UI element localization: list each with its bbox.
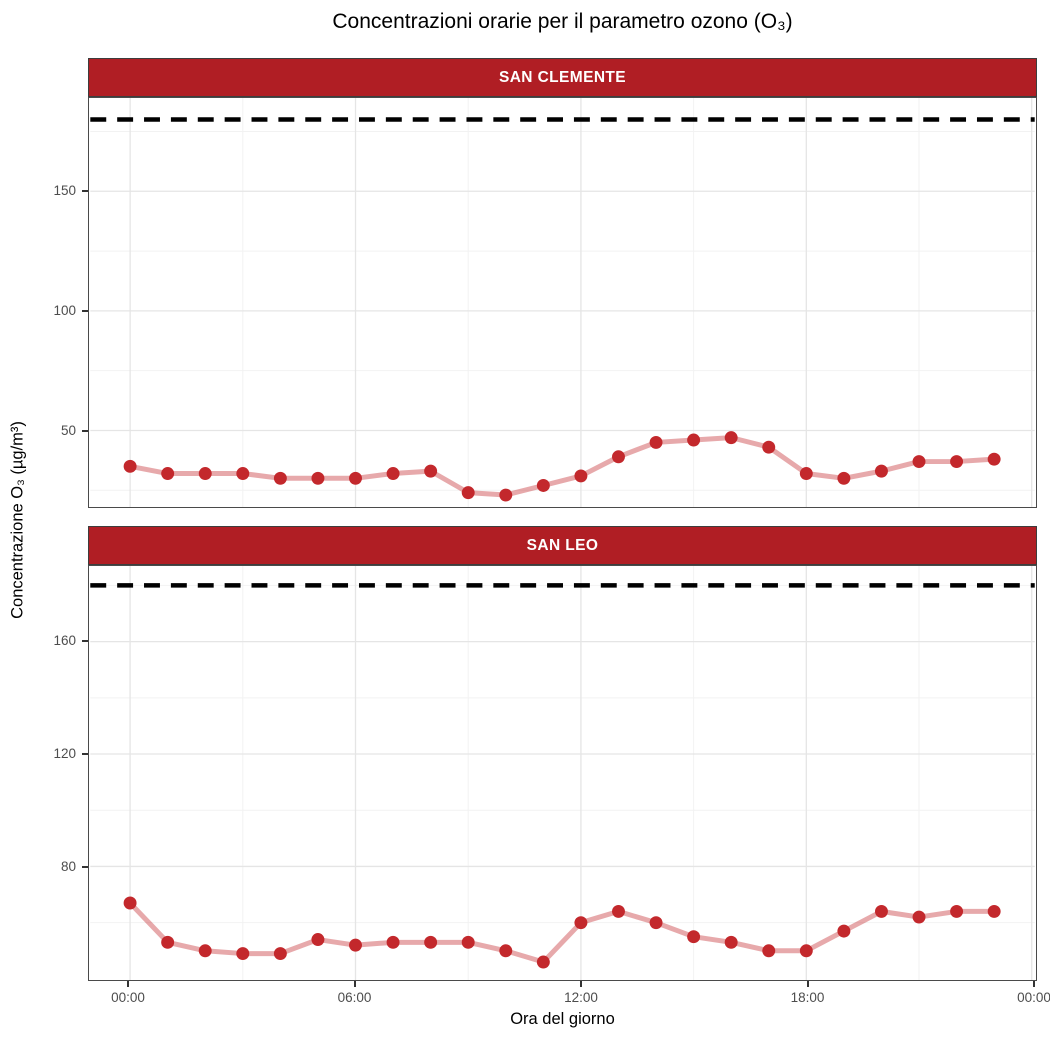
x-axis-title: Ora del giorno xyxy=(510,1010,615,1028)
y-tick-label: 100 xyxy=(53,302,76,318)
data-point xyxy=(311,471,325,485)
data-point xyxy=(574,469,588,483)
data-point xyxy=(687,433,701,447)
x-axis-tick xyxy=(353,981,356,987)
data-point xyxy=(236,947,250,961)
x-tick-label: 06:00 xyxy=(337,990,372,1005)
data-point xyxy=(987,904,1001,918)
facet-strip-san-clemente: SAN CLEMENTE xyxy=(88,58,1037,97)
data-point xyxy=(950,455,964,469)
data-point xyxy=(574,916,588,930)
y-axis-tick xyxy=(82,430,88,433)
data-point xyxy=(461,935,475,949)
data-point xyxy=(311,933,325,946)
data-point xyxy=(236,467,250,480)
data-point xyxy=(724,431,738,445)
data-point xyxy=(874,904,888,918)
data-point xyxy=(799,944,813,958)
data-point xyxy=(950,904,964,918)
data-point xyxy=(273,471,287,485)
data-point xyxy=(161,467,175,480)
data-point xyxy=(386,935,400,949)
data-point xyxy=(198,944,212,958)
chart-title: Concentrazioni orarie per il parametro o… xyxy=(332,10,793,33)
data-point xyxy=(386,467,400,480)
gridlines xyxy=(90,98,1035,507)
data-points xyxy=(123,896,1001,969)
x-tick-label: 18:00 xyxy=(790,990,825,1005)
y-axis-tick xyxy=(82,865,88,868)
data-point xyxy=(762,944,776,958)
y-tick-label: 120 xyxy=(53,745,76,761)
data-point xyxy=(649,435,663,449)
panel-san-clemente xyxy=(88,97,1037,508)
data-point xyxy=(837,471,851,485)
y-tick-label: 50 xyxy=(60,423,76,439)
facet-label: SAN CLEMENTE xyxy=(498,68,627,86)
data-point xyxy=(799,467,813,480)
data-point xyxy=(461,486,475,500)
y-axis-tick xyxy=(82,752,88,755)
y-tick-label: 160 xyxy=(53,632,76,648)
data-point xyxy=(349,471,362,485)
data-point xyxy=(424,935,438,949)
x-axis-tick xyxy=(1033,981,1035,987)
data-point xyxy=(161,935,175,949)
data-point xyxy=(612,904,625,918)
data-point xyxy=(912,455,926,469)
data-point xyxy=(837,924,851,938)
x-axis-tick xyxy=(127,981,129,987)
y-axis-tick xyxy=(82,189,88,192)
y-axis-title: Concentrazione O₃ (µg/m³) xyxy=(8,421,27,619)
data-point xyxy=(273,947,287,961)
data-point xyxy=(874,464,888,478)
data-point xyxy=(724,935,738,949)
data-point xyxy=(499,944,513,958)
series-line xyxy=(127,435,997,498)
x-axis-tick xyxy=(806,981,809,987)
data-point xyxy=(424,464,438,478)
data-point xyxy=(349,938,362,952)
x-axis-tick xyxy=(580,981,582,987)
y-tick-label: 80 xyxy=(60,858,76,874)
data-point xyxy=(649,916,663,930)
data-point xyxy=(198,467,212,480)
data-point xyxy=(499,488,513,502)
data-point xyxy=(123,896,137,910)
data-point xyxy=(612,450,625,464)
gridlines xyxy=(90,566,1035,980)
x-tick-label: 00:00 xyxy=(111,990,145,1005)
y-axis-tick xyxy=(82,639,88,642)
data-point xyxy=(536,479,550,492)
data-point xyxy=(123,459,137,473)
x-tick-label: 12:00 xyxy=(564,990,598,1005)
data-point xyxy=(987,452,1001,466)
y-tick-label: 150 xyxy=(53,182,76,198)
data-point xyxy=(687,930,701,944)
facet-label: SAN LEO xyxy=(526,536,599,554)
series-line xyxy=(127,900,997,965)
data-points xyxy=(123,431,1001,502)
data-point xyxy=(762,440,776,454)
x-tick-label: 00:00 xyxy=(1017,990,1050,1005)
data-point xyxy=(536,955,550,969)
y-axis-tick xyxy=(82,309,88,312)
panel-san-leo xyxy=(88,565,1037,981)
facet-strip-san-leo: SAN LEO xyxy=(88,526,1037,565)
data-point xyxy=(912,910,926,924)
